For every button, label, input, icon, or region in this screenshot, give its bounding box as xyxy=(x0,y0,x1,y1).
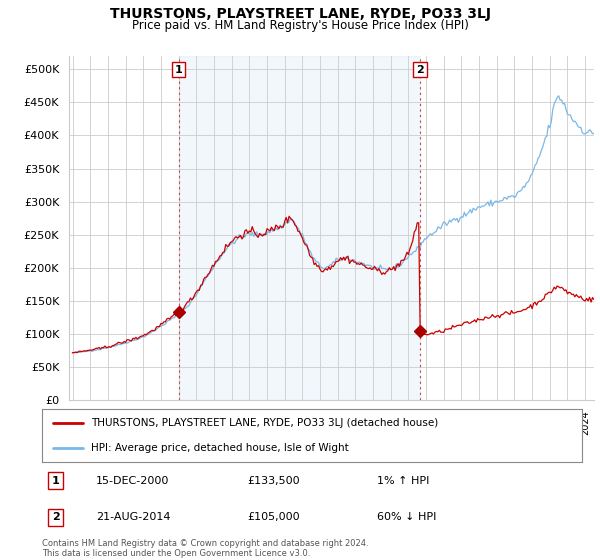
Text: Price paid vs. HM Land Registry's House Price Index (HPI): Price paid vs. HM Land Registry's House … xyxy=(131,19,469,32)
Text: 2: 2 xyxy=(52,512,59,522)
Text: THURSTONS, PLAYSTREET LANE, RYDE, PO33 3LJ (detached house): THURSTONS, PLAYSTREET LANE, RYDE, PO33 3… xyxy=(91,418,438,428)
Text: £133,500: £133,500 xyxy=(247,476,300,486)
Text: THURSTONS, PLAYSTREET LANE, RYDE, PO33 3LJ: THURSTONS, PLAYSTREET LANE, RYDE, PO33 3… xyxy=(110,7,491,21)
Text: 2: 2 xyxy=(416,64,424,74)
Text: £105,000: £105,000 xyxy=(247,512,300,522)
Text: 21-AUG-2014: 21-AUG-2014 xyxy=(96,512,170,522)
Text: 1: 1 xyxy=(52,476,59,486)
Text: HPI: Average price, detached house, Isle of Wight: HPI: Average price, detached house, Isle… xyxy=(91,442,349,452)
Text: 60% ↓ HPI: 60% ↓ HPI xyxy=(377,512,436,522)
Text: 1% ↑ HPI: 1% ↑ HPI xyxy=(377,476,429,486)
Bar xyxy=(179,56,420,400)
Text: Contains HM Land Registry data © Crown copyright and database right 2024.
This d: Contains HM Land Registry data © Crown c… xyxy=(42,539,368,558)
Text: 1: 1 xyxy=(175,64,182,74)
Text: 15-DEC-2000: 15-DEC-2000 xyxy=(96,476,169,486)
